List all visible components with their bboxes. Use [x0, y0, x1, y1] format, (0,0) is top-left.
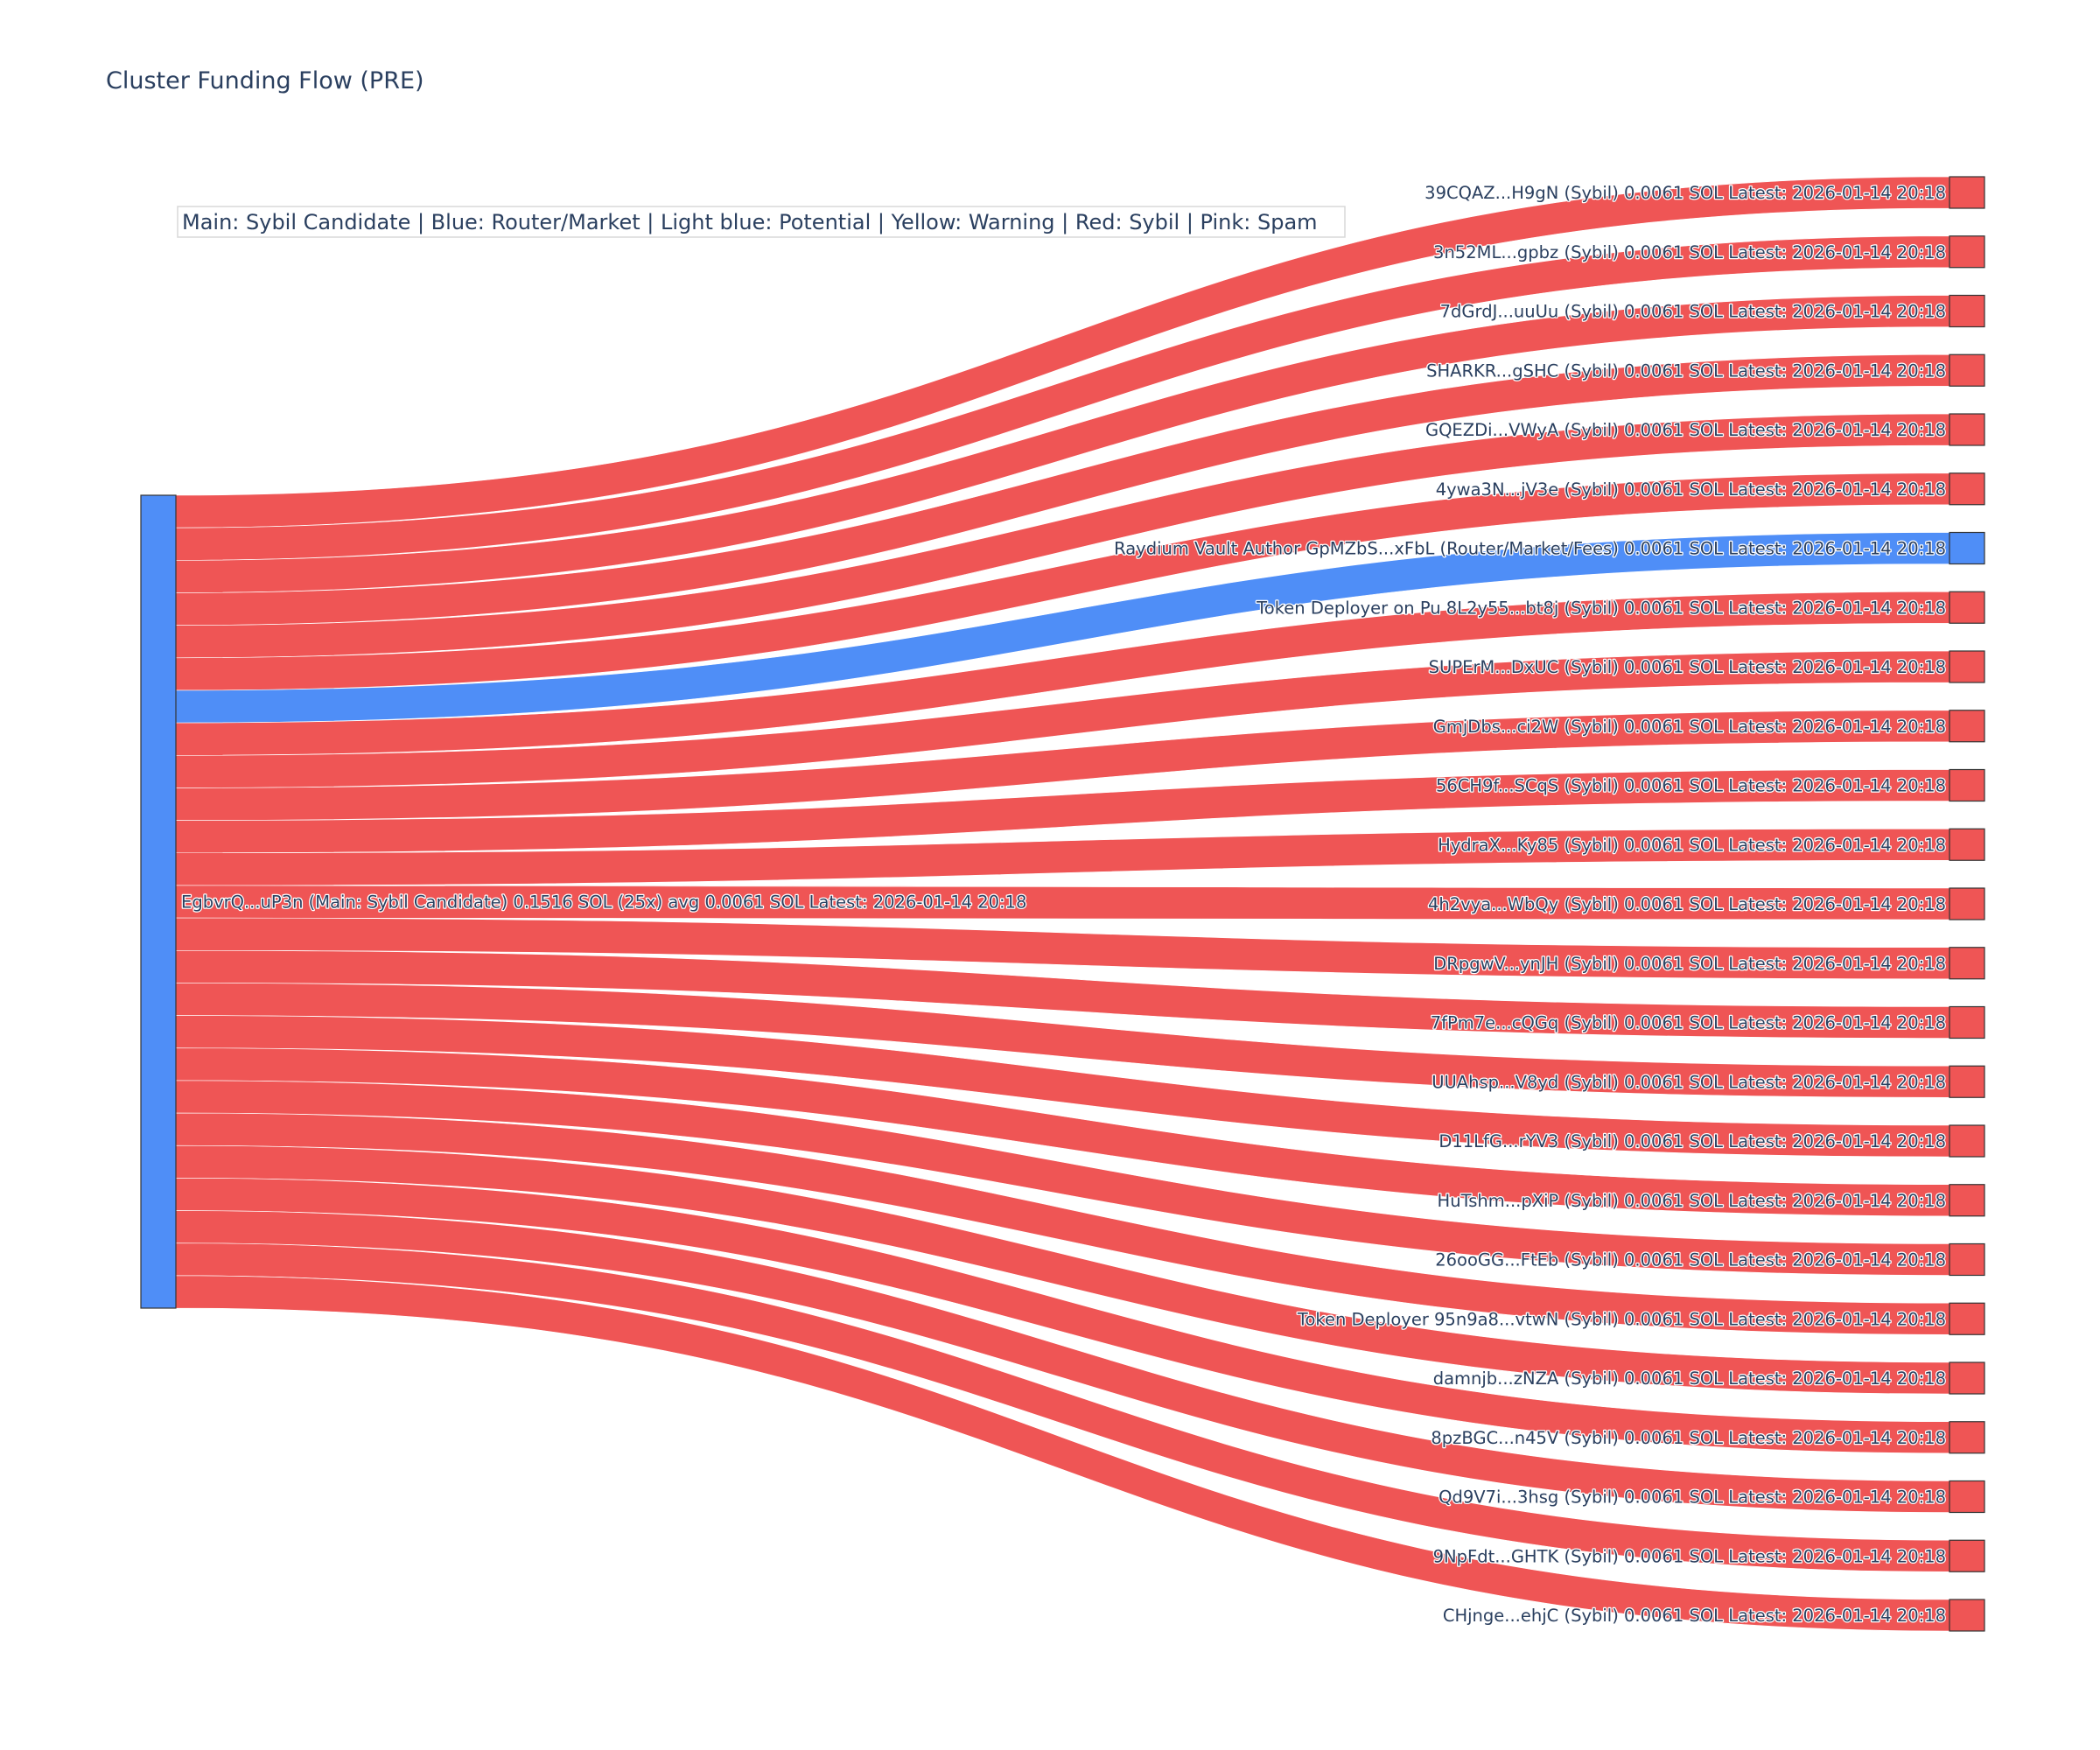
node-labels: 39CQAZ...H9gN (Sybil) 0.0061 SOL Latest:…	[180, 182, 1948, 1628]
target-node-label: 56CH9f...SCqS (Sybil) 0.0061 SOL Latest:…	[1436, 776, 1946, 796]
target-node-label: Token Deployer 95n9a8...vtwN (Sybil) 0.0…	[1297, 1309, 1946, 1329]
target-node-label: GmjDbs...ci2W (Sybil) 0.0061 SOL Latest:…	[1433, 717, 1946, 737]
target-node[interactable]	[1949, 1302, 1985, 1335]
target-node[interactable]	[1949, 768, 1985, 802]
target-node[interactable]	[1949, 531, 1985, 565]
target-node-label: CHjnge...ehjC (Sybil) 0.0061 SOL Latest:…	[1443, 1606, 1946, 1626]
target-node-label: 4h2vya...WbQy (Sybil) 0.0061 SOL Latest:…	[1428, 894, 1946, 914]
target-node[interactable]	[1949, 650, 1985, 683]
target-node-label: 39CQAZ...H9gN (Sybil) 0.0061 SOL Latest:…	[1424, 183, 1946, 203]
target-node-label: SHARKR...gSHC (Sybil) 0.0061 SOL Latest:…	[1426, 360, 1946, 381]
target-node[interactable]	[1949, 1065, 1985, 1098]
target-node[interactable]	[1949, 1362, 1985, 1395]
target-node-label: damnjb...zNZA (Sybil) 0.0061 SOL Latest:…	[1433, 1368, 1946, 1389]
target-node[interactable]	[1949, 354, 1985, 387]
target-node-label: Raydium Vault Author GpMZbS...xFbL (Rout…	[1114, 539, 1946, 559]
legend-note-box	[177, 206, 1346, 238]
target-node[interactable]	[1949, 947, 1985, 980]
flow-nodes	[140, 176, 1985, 1632]
target-node[interactable]	[1949, 235, 1985, 269]
target-node[interactable]	[1949, 887, 1985, 920]
chart-title: Cluster Funding Flow (PRE)	[106, 67, 424, 94]
target-node-label: Token Deployer on Pu 8L2y55...bt8j (Sybi…	[1256, 598, 1946, 618]
target-node-label: DRpgwV...ynJH (Sybil) 0.0061 SOL Latest:…	[1433, 954, 1946, 974]
target-node[interactable]	[1949, 1005, 1985, 1040]
target-node[interactable]	[1949, 1539, 1985, 1572]
target-node[interactable]	[1949, 413, 1985, 446]
target-node[interactable]	[1949, 1480, 1985, 1514]
flow-link	[175, 710, 1950, 821]
target-node-label: 4ywa3N...jV3e (Sybil) 0.0061 SOL Latest:…	[1436, 480, 1946, 500]
target-node[interactable]	[1949, 176, 1985, 209]
target-node-label: 26ooGG...FtEb (Sybil) 0.0061 SOL Latest:…	[1435, 1250, 1946, 1270]
target-node-label: HuTshm...pXiP (Sybil) 0.0061 SOL Latest:…	[1438, 1191, 1946, 1211]
target-node-label: D11LfG...rYV3 (Sybil) 0.0061 SOL Latest:…	[1438, 1131, 1946, 1152]
flow-links	[175, 176, 1950, 1632]
target-node[interactable]	[1949, 591, 1985, 624]
target-node-label: UUAhsp...V8yd (Sybil) 0.0061 SOL Latest:…	[1432, 1072, 1946, 1092]
target-node-label: 7fPm7e...cQGq (Sybil) 0.0061 SOL Latest:…	[1431, 1013, 1946, 1033]
target-node[interactable]	[1949, 1599, 1985, 1632]
target-node-label: GQEZDi...VWyA (Sybil) 0.0061 SOL Latest:…	[1425, 420, 1946, 440]
target-node-label: 8pzBGC...n45V (Sybil) 0.0061 SOL Latest:…	[1431, 1428, 1946, 1448]
target-node-label: 3n52ML...gpbz (Sybil) 0.0061 SOL Latest:…	[1433, 242, 1946, 262]
target-node[interactable]	[1949, 294, 1985, 328]
source-node-label: EgbvrQ...uP3n (Main: Sybil Candidate) 0.…	[181, 892, 1026, 913]
target-node[interactable]	[1949, 1124, 1985, 1158]
target-node[interactable]	[1949, 1421, 1985, 1454]
target-node[interactable]	[1949, 828, 1985, 861]
target-node-label: 9NpFdt...GHTK (Sybil) 0.0061 SOL Latest:…	[1433, 1546, 1946, 1566]
target-node[interactable]	[1949, 472, 1985, 506]
target-node[interactable]	[1949, 1242, 1985, 1277]
target-node-label: 7dGrdJ...uuUu (Sybil) 0.0061 SOL Latest:…	[1440, 302, 1946, 322]
target-node[interactable]	[1949, 710, 1985, 743]
legend-note: Main: Sybil Candidate | Blue: Router/Mar…	[177, 206, 1346, 238]
target-node[interactable]	[1949, 1184, 1985, 1217]
target-node-label: SUPErM...DxUC (Sybil) 0.0061 SOL Latest:…	[1429, 657, 1946, 677]
target-node-label: Qd9V7i...3hsg (Sybil) 0.0061 SOL Latest:…	[1438, 1488, 1946, 1508]
legend-note-text: Main: Sybil Candidate | Blue: Router/Mar…	[182, 210, 1318, 234]
source-node[interactable]	[140, 494, 177, 1309]
target-node-label: HydraX...Ky85 (Sybil) 0.0061 SOL Latest:…	[1438, 835, 1946, 855]
